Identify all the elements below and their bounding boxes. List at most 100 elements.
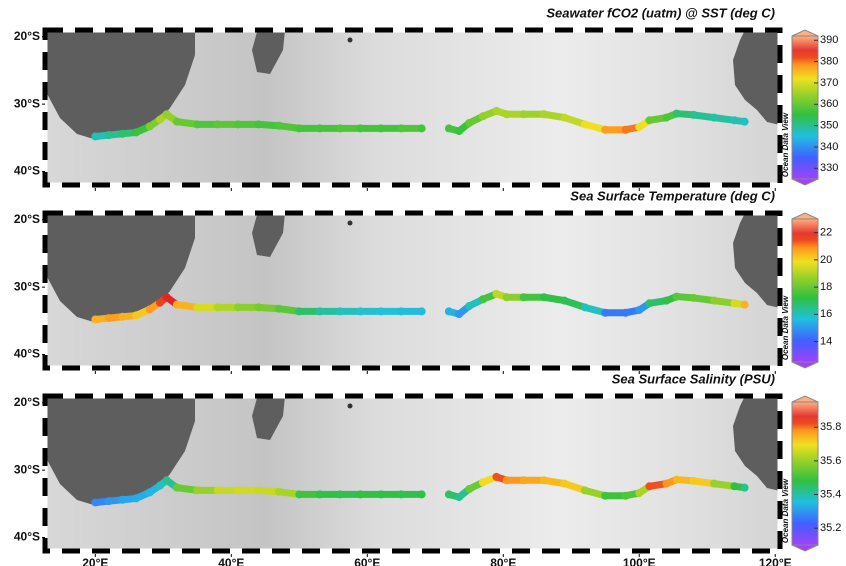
y-tick-label: 30°S — [14, 462, 40, 476]
track-point — [275, 305, 283, 313]
track-point — [690, 294, 698, 302]
track-point — [673, 293, 681, 301]
y-tick-label: 40°S — [14, 164, 40, 178]
track-point — [91, 498, 99, 506]
colorbar-label: 35.2 — [820, 522, 841, 534]
track-point — [601, 309, 609, 317]
track-point — [418, 124, 426, 132]
track-point — [635, 123, 643, 131]
track-point — [601, 126, 609, 134]
panel-title: Seawater fCO2 (uatm) @ SST (deg C) — [546, 5, 775, 20]
track-point — [336, 490, 344, 498]
colorbar-cap — [792, 30, 818, 36]
track-point — [455, 127, 463, 135]
track-point — [316, 124, 324, 132]
track-point — [710, 114, 718, 122]
track-point — [119, 496, 127, 504]
colorbar-label: 22 — [820, 227, 832, 239]
colorbar — [792, 219, 818, 362]
colorbar-label: 380 — [820, 56, 838, 68]
track-point — [445, 124, 453, 132]
track-point — [173, 301, 181, 309]
track-point — [156, 116, 164, 124]
track-point — [741, 484, 749, 492]
credit: Ocean Data View — [781, 295, 790, 360]
colorbar-cap — [792, 179, 818, 185]
panel-title: Sea Surface Salinity (PSU) — [612, 371, 775, 386]
track-point — [275, 122, 283, 130]
track-point — [520, 476, 528, 484]
track-point — [465, 485, 473, 493]
track-point — [193, 486, 201, 494]
track-point — [662, 297, 670, 305]
x-tick-label: 100°E — [623, 556, 656, 566]
map-base — [45, 30, 780, 185]
track-point — [275, 488, 283, 496]
track-point — [397, 490, 405, 498]
track-point — [730, 299, 738, 307]
x-tick-label: 40°E — [218, 556, 244, 566]
map-panel — [45, 30, 780, 185]
track-point — [163, 293, 171, 301]
track-point — [503, 476, 511, 484]
track-point — [635, 306, 643, 314]
track-point — [741, 301, 749, 309]
track-point — [295, 307, 303, 315]
track-point — [581, 486, 589, 494]
x-tick-label: 80°E — [490, 556, 516, 566]
track-point — [105, 497, 113, 505]
y-tick-label: 20°S — [14, 395, 40, 409]
track-point — [119, 130, 127, 138]
colorbar-label: 35.6 — [820, 455, 841, 467]
x-tick-label: 20°E — [82, 556, 108, 566]
colorbar-label: 35.4 — [820, 488, 841, 500]
track-point — [492, 473, 500, 481]
colorbar-label: 390 — [820, 34, 838, 46]
colorbar-label: 20 — [820, 254, 832, 266]
credit: Ocean Data View — [781, 478, 790, 543]
track-point — [156, 482, 164, 490]
track-point — [673, 110, 681, 118]
panel-title: Sea Surface Temperature (deg C) — [570, 188, 775, 203]
track-point — [503, 110, 511, 118]
colorbar-label: 370 — [820, 77, 838, 89]
map-base — [45, 396, 780, 551]
track-point — [662, 480, 670, 488]
track-point — [730, 116, 738, 124]
track-point — [445, 307, 453, 315]
colorbar-label: 360 — [820, 98, 838, 110]
colorbar-label: 16 — [820, 308, 832, 320]
y-tick-label: 30°S — [14, 279, 40, 293]
track-point — [377, 307, 385, 315]
track-point — [520, 293, 528, 301]
track-point — [492, 107, 500, 115]
track-point — [91, 315, 99, 323]
track-point — [316, 307, 324, 315]
track-point — [635, 489, 643, 497]
track-point — [316, 490, 324, 498]
track-point — [173, 118, 181, 126]
track-point — [645, 116, 653, 124]
track-point — [173, 484, 181, 492]
track-point — [560, 297, 568, 305]
track-point — [601, 492, 609, 500]
colorbar-label: 14 — [820, 335, 832, 347]
track-point — [105, 131, 113, 139]
track-point — [105, 314, 113, 322]
figure: Seawater fCO2 (uatm) @ SST (deg C) 20°S 30… — [0, 0, 846, 566]
track-point — [622, 309, 630, 317]
track-point — [156, 299, 164, 307]
track-point — [540, 293, 548, 301]
colorbar-label: 35.8 — [820, 421, 841, 433]
y-tick-label: 40°S — [14, 347, 40, 361]
track-point — [91, 132, 99, 140]
colorbar — [792, 36, 818, 179]
track-point — [295, 124, 303, 132]
track-point — [479, 478, 487, 486]
track-point — [503, 293, 511, 301]
map-base — [45, 213, 780, 368]
track-point — [622, 492, 630, 500]
colorbar — [792, 402, 818, 545]
track-point — [445, 490, 453, 498]
track-point — [581, 303, 589, 311]
